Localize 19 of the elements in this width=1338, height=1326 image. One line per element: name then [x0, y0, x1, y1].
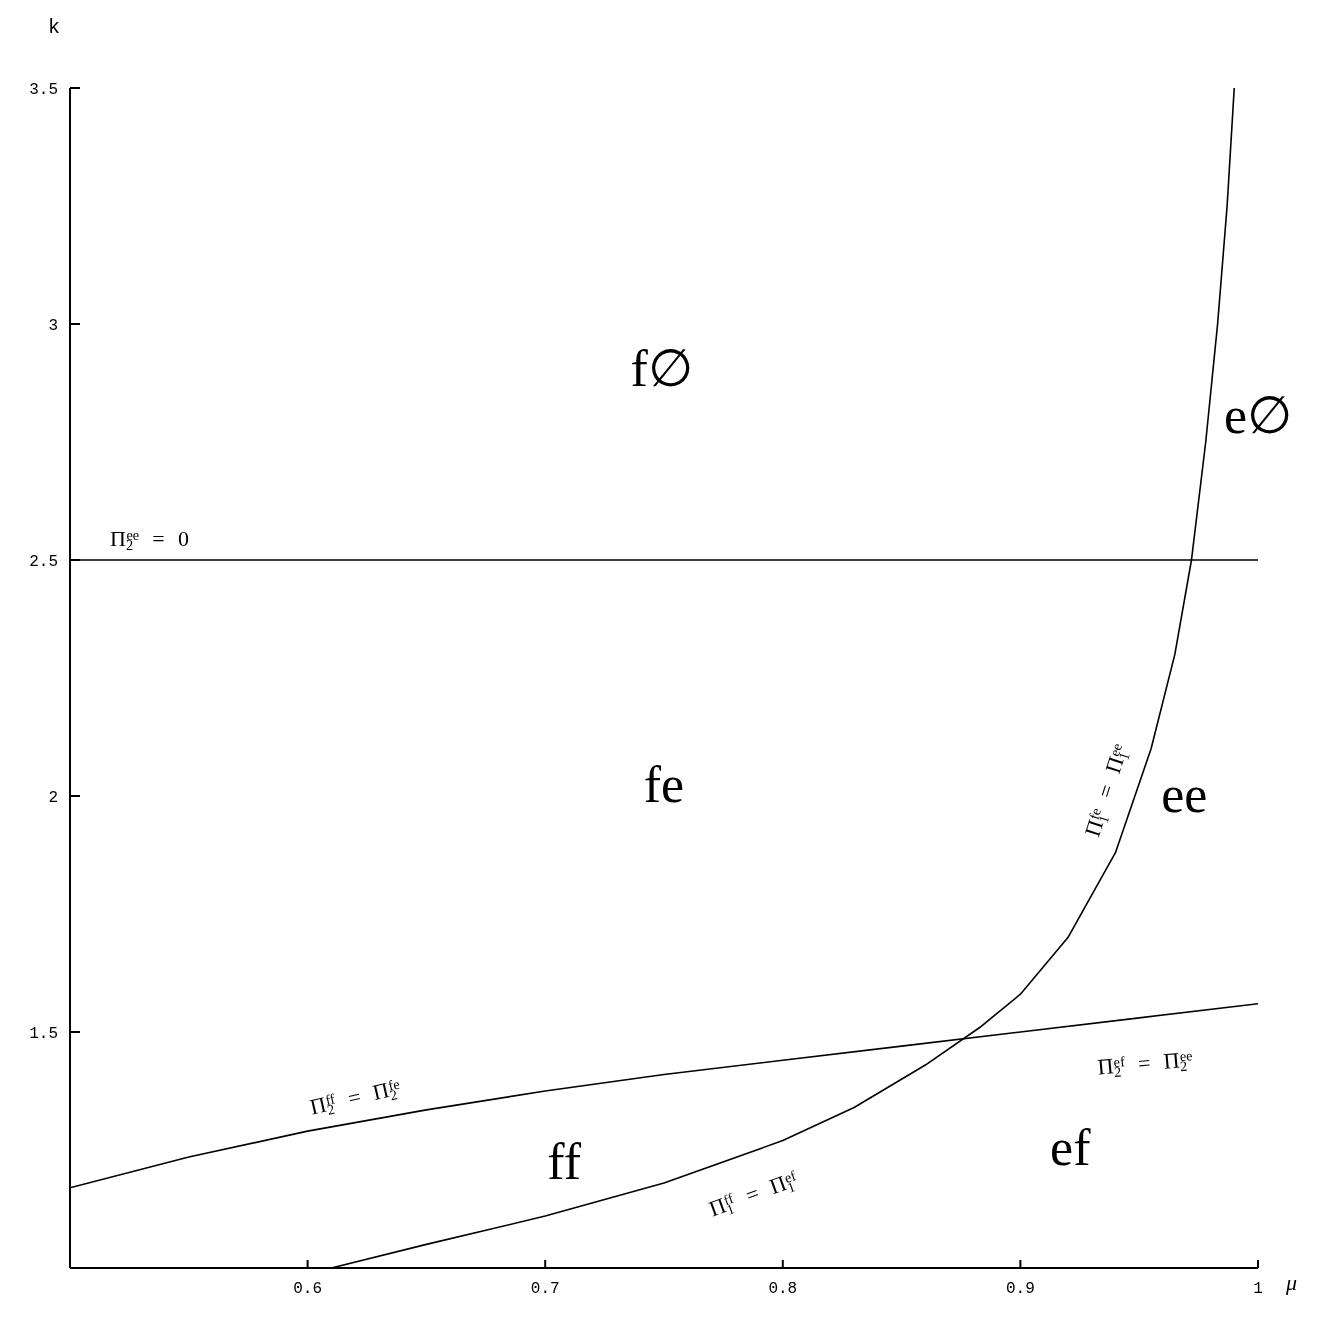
annotation: f∅	[630, 339, 693, 397]
y-tick-label: 3.5	[29, 80, 58, 99]
annotation: ee	[1161, 765, 1208, 823]
y-tick-label: 2	[48, 788, 58, 807]
x-tick-label: 0.8	[768, 1280, 798, 1299]
x-tick-label: 0.6	[293, 1280, 323, 1299]
y-tick-label: 2.5	[29, 552, 58, 571]
x-axis-title: μ	[1286, 1270, 1298, 1296]
annotation: ff	[547, 1132, 582, 1190]
y-tick-label: 1.5	[29, 1024, 58, 1043]
x-tick-label: 1	[1253, 1280, 1263, 1299]
y-tick-label: 3	[48, 316, 58, 335]
x-tick-label: 0.9	[1005, 1280, 1035, 1299]
annotation: fe	[643, 756, 685, 814]
x-tick-label: 0.7	[530, 1280, 560, 1299]
y-axis-title: k	[48, 16, 61, 39]
ref-line-label: Π$_{2}$$^{ee}$ = 0	[110, 526, 189, 554]
annotation: ef	[1050, 1118, 1092, 1176]
annotation: e∅	[1223, 387, 1293, 445]
